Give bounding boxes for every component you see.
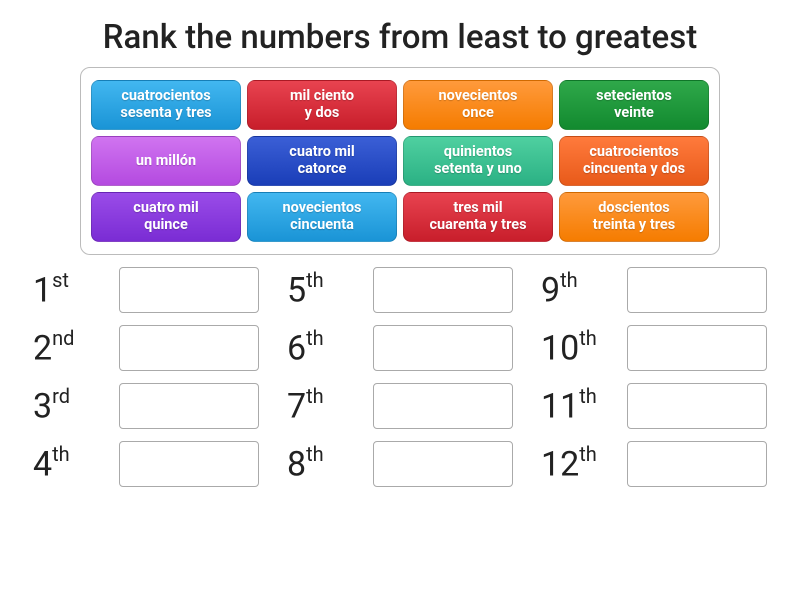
number-tile[interactable]: doscientos treinta y tres xyxy=(559,192,709,242)
tile-row: cuatro mil quincenovecientos cincuentatr… xyxy=(91,192,709,242)
slot-row: 7th xyxy=(287,383,513,429)
ordinal-label: 1st xyxy=(33,272,111,307)
drop-slot[interactable] xyxy=(627,267,767,313)
slot-column: 9th 10th 11th 12th xyxy=(541,267,767,487)
ordinal-label: 5th xyxy=(287,272,365,307)
ordinal-label: 11th xyxy=(541,388,619,423)
tile-row: cuatrocientos sesenta y tresmil ciento y… xyxy=(91,80,709,130)
number-tile[interactable]: setecientos veinte xyxy=(559,80,709,130)
ordinal-label: 10th xyxy=(541,330,619,365)
slot-row: 10th xyxy=(541,325,767,371)
drop-slot[interactable] xyxy=(627,325,767,371)
slot-row: 9th xyxy=(541,267,767,313)
slot-row: 11th xyxy=(541,383,767,429)
drop-slot[interactable] xyxy=(627,441,767,487)
number-tile[interactable]: novecientos once xyxy=(403,80,553,130)
number-tile[interactable]: tres mil cuarenta y tres xyxy=(403,192,553,242)
number-tile[interactable]: cuatrocientos sesenta y tres xyxy=(91,80,241,130)
number-tile[interactable]: un millón xyxy=(91,136,241,186)
slot-row: 6th xyxy=(287,325,513,371)
slots-area: 1st 2nd 3rd 4th 5th 6th 7th 8th 9th 10th 11th 12th xyxy=(0,267,800,487)
number-tile[interactable]: novecientos cincuenta xyxy=(247,192,397,242)
drop-slot[interactable] xyxy=(627,383,767,429)
ordinal-label: 3rd xyxy=(33,388,111,423)
number-tile[interactable]: cuatrocientos cincuenta y dos xyxy=(559,136,709,186)
drop-slot[interactable] xyxy=(119,325,259,371)
slot-row: 8th xyxy=(287,441,513,487)
drop-slot[interactable] xyxy=(119,383,259,429)
drop-slot[interactable] xyxy=(373,267,513,313)
slot-row: 5th xyxy=(287,267,513,313)
slot-row: 12th xyxy=(541,441,767,487)
ordinal-label: 2nd xyxy=(33,330,111,365)
number-tile[interactable]: cuatro mil quince xyxy=(91,192,241,242)
slot-row: 2nd xyxy=(33,325,259,371)
drop-slot[interactable] xyxy=(119,441,259,487)
slot-column: 1st 2nd 3rd 4th xyxy=(33,267,259,487)
ordinal-label: 8th xyxy=(287,446,365,481)
ordinal-label: 9th xyxy=(541,272,619,307)
slot-row: 1st xyxy=(33,267,259,313)
drop-slot[interactable] xyxy=(373,325,513,371)
number-tile[interactable]: cuatro mil catorce xyxy=(247,136,397,186)
drop-slot[interactable] xyxy=(373,383,513,429)
slot-row: 3rd xyxy=(33,383,259,429)
ordinal-label: 4th xyxy=(33,446,111,481)
number-tile[interactable]: quinientos setenta y uno xyxy=(403,136,553,186)
page-title: Rank the numbers from least to greatest xyxy=(0,0,800,67)
slot-column: 5th 6th 7th 8th xyxy=(287,267,513,487)
ordinal-label: 6th xyxy=(287,330,365,365)
ordinal-label: 7th xyxy=(287,388,365,423)
number-tile[interactable]: mil ciento y dos xyxy=(247,80,397,130)
tile-row: un millóncuatro mil catorcequinientos se… xyxy=(91,136,709,186)
ordinal-label: 12th xyxy=(541,446,619,481)
tile-container: cuatrocientos sesenta y tresmil ciento y… xyxy=(80,67,720,255)
drop-slot[interactable] xyxy=(119,267,259,313)
drop-slot[interactable] xyxy=(373,441,513,487)
slot-row: 4th xyxy=(33,441,259,487)
